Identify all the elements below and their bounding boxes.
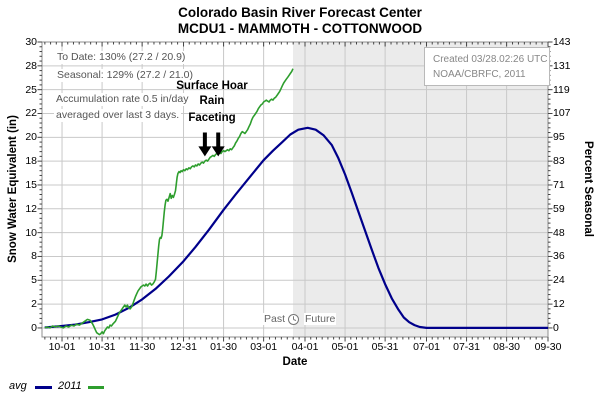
created-timestamp: Created 03/28.02:26 UTC: [433, 54, 548, 65]
x-tick-label: 04-01: [291, 341, 319, 353]
y-right-tick-label: 48: [553, 226, 565, 239]
y-right-tick-label: 83: [553, 155, 565, 168]
legend-label-2011: 2011: [58, 380, 82, 392]
y-right-tick-label: 131: [553, 59, 571, 72]
x-tick-label: 10-01: [48, 341, 76, 353]
y-right-tick-label: 12: [553, 298, 565, 311]
x-tick-label: 09-30: [534, 341, 562, 353]
y-left-tick-label: 20: [25, 131, 37, 144]
event-label-faceting: Faceting: [188, 112, 236, 124]
y-right-tick-label: 107: [553, 107, 571, 120]
y-left-axis-title: Snow Water Equivalent (in): [7, 115, 19, 263]
created-agency: NOAA/CBRFC, 2011: [433, 69, 526, 80]
y-left-tick-label: 28: [25, 59, 37, 72]
y-left-tick-label: 0: [31, 321, 37, 334]
y-right-tick-label: 59: [553, 202, 565, 215]
y-left-tick-label: 12: [25, 202, 37, 215]
y-left-tick-label: 2: [31, 298, 37, 311]
event-label-rain: Rain: [199, 95, 225, 107]
x-tick-label: 07-01: [413, 341, 440, 353]
event-arrow-icon: [198, 132, 212, 157]
future-shaded-region: [292, 42, 548, 337]
y-left-tick-label: 5: [31, 274, 37, 287]
past-label: Past: [246, 313, 286, 325]
y-right-tick-label: 24: [553, 274, 565, 287]
note-accumulation-line1: Accumulation rate 0.5 in/day: [54, 93, 191, 106]
x-tick-label: 11-30: [129, 341, 156, 353]
y-right-axis-title: Percent Seasonal: [582, 141, 594, 237]
stat-to-date: To Date: 130% (27.2 / 20.9): [55, 51, 188, 64]
y-left-tick-label: 18: [25, 155, 37, 168]
y-right-tick-label: 0: [553, 321, 559, 334]
x-tick-label: 10-31: [88, 341, 116, 353]
x-tick-label: 05-01: [331, 341, 359, 353]
x-axis-title: Date: [282, 356, 308, 368]
y-left-tick-label: 25: [25, 83, 37, 96]
x-tick-label: 03-01: [250, 341, 278, 353]
chart-title-line1: Colorado Basin River Forecast Center: [178, 5, 422, 20]
x-tick-label: 05-31: [371, 341, 399, 353]
y-left-tick-label: 22: [25, 107, 37, 120]
stat-seasonal: Seasonal: 129% (27.2 / 21.0): [55, 69, 196, 82]
event-label-surface-hoar: Surface Hoar: [176, 80, 248, 92]
y-right-tick-label: 36: [553, 250, 565, 263]
x-tick-label: 07-31: [453, 341, 480, 353]
chart-title-line2: MCDU1 - MAMMOTH - COTTONWOOD: [177, 21, 423, 36]
x-tick-label: 01-30: [210, 341, 237, 353]
y-right-tick-label: 71: [553, 178, 565, 191]
y-right-tick-label: 119: [553, 83, 570, 96]
created-box: Created 03/28.02:26 UTC NOAA/CBRFC, 2011: [424, 47, 550, 86]
x-tick-label: 12-31: [170, 341, 197, 353]
series-line-avg: [44, 126, 548, 329]
legend-swatch-avg: [35, 386, 52, 389]
clock-icon: [288, 314, 299, 325]
series-line-2011: [44, 68, 294, 336]
y-left-tick-label: 15: [25, 178, 37, 191]
y-left-tick-label: 8: [31, 250, 37, 263]
y-right-tick-label: 143: [553, 36, 571, 48]
y-left-tick-label: 10: [25, 226, 37, 239]
legend-swatch-2011: [88, 386, 104, 389]
event-arrow-icon: [211, 132, 225, 157]
legend-label-avg: avg: [9, 380, 27, 392]
y-right-tick-label: 95: [553, 131, 565, 144]
y-left-tick-label: 30: [25, 36, 37, 48]
future-label: Future: [304, 313, 337, 325]
x-tick-label: 08-30: [493, 341, 521, 353]
note-accumulation-line2: averaged over last 3 days.: [54, 109, 182, 122]
